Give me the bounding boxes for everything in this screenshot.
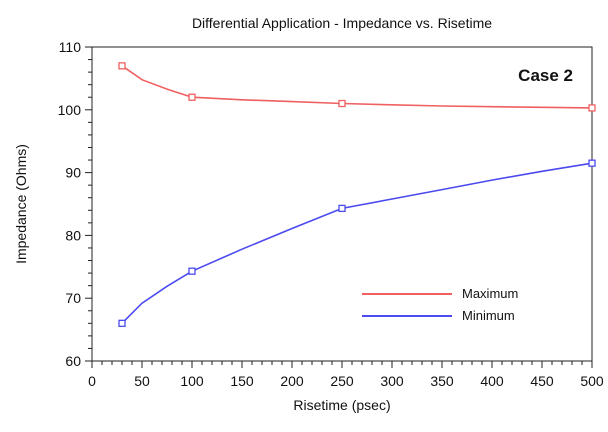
point-marker-maximum (588, 104, 596, 112)
y-tick-label: 90 (65, 165, 81, 181)
x-tick-label: 150 (230, 373, 254, 389)
point-marker-minimum (338, 204, 346, 213)
x-tick-label: 450 (530, 373, 554, 389)
axis-ticks: 0 50 100 150 200 250 300 350 400 450 500 60 70 80 90 10… (58, 39, 604, 389)
x-tick-label: 300 (380, 373, 404, 389)
x-tick-label: 350 (430, 373, 454, 389)
x-tick-label: 50 (134, 373, 150, 389)
x-tick-label: 200 (280, 373, 304, 389)
plot-area (91, 46, 593, 362)
point-marker-minimum (588, 159, 596, 167)
point-marker-maximum (188, 93, 196, 101)
series-layer (118, 62, 596, 327)
legend-label-minimum: Minimum (462, 308, 515, 323)
y-tick-label: 60 (65, 353, 81, 369)
point-marker-maximum (338, 99, 346, 108)
point-marker-minimum (188, 267, 196, 275)
x-tick-label: 500 (580, 373, 604, 389)
y-tick-label: 70 (65, 290, 81, 306)
point-marker-maximum (118, 62, 126, 70)
series-line-minimum (121, 162, 593, 324)
legend: Maximum Minimum (362, 286, 518, 323)
legend-label-maximum: Maximum (462, 286, 518, 301)
point-marker-minimum (118, 319, 126, 327)
chart-title: Differential Application - Impedance vs.… (192, 15, 492, 31)
y-tick-label: 100 (58, 102, 82, 118)
x-tick-label: 400 (480, 373, 504, 389)
x-tick-label: 250 (330, 373, 354, 389)
x-tick-label: 0 (88, 373, 96, 389)
x-tick-label: 100 (180, 373, 204, 389)
y-tick-label: 110 (59, 39, 82, 55)
x-axis-title: Risetime (psec) (293, 397, 390, 413)
case-annotation: Case 2 (518, 66, 573, 85)
y-axis-title: Impedance (Ohms) (13, 144, 29, 264)
y-tick-label: 80 (65, 227, 81, 243)
series-line-maximum (121, 65, 593, 109)
